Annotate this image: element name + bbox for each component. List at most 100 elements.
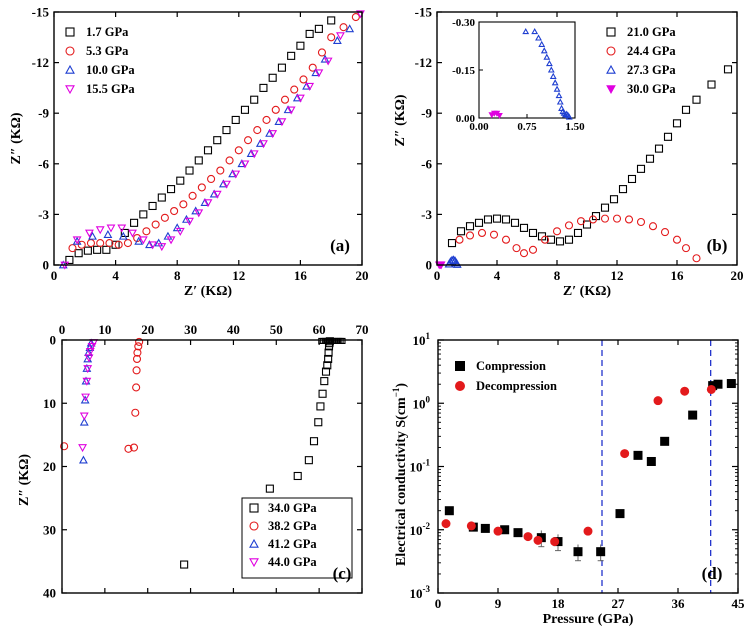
marker-square — [259, 83, 268, 92]
marker-square — [555, 237, 565, 246]
legend-label: 27.3 GPa — [627, 63, 676, 77]
marker-square — [723, 65, 733, 74]
tick-base: 10 — [413, 396, 426, 411]
marker-circle — [576, 217, 586, 226]
y-axis-label-sup: −1 — [391, 387, 401, 397]
tick-exponent: 0 — [426, 394, 431, 404]
marker-square — [636, 164, 646, 173]
x-tick-label: 36 — [672, 596, 686, 611]
marker-circle — [339, 23, 348, 32]
tick-base: 10 — [413, 333, 426, 348]
marker-square — [250, 95, 259, 104]
marker-square — [268, 73, 277, 82]
marker-circle — [290, 85, 299, 94]
marker-square — [681, 105, 691, 114]
marker-circle — [465, 231, 475, 240]
marker-triangle — [222, 180, 231, 189]
x-tick-label: 0 — [434, 268, 441, 283]
marker-triangle — [305, 82, 315, 91]
marker-square — [528, 228, 538, 238]
marker-circle — [133, 348, 142, 357]
marker-circle — [134, 342, 143, 351]
marker-square — [573, 228, 583, 238]
marker-square — [130, 218, 139, 227]
marker-triangle — [65, 64, 75, 74]
marker-square — [596, 547, 606, 557]
marker-square — [519, 223, 529, 232]
y-tick-label: 10-3 — [410, 584, 431, 601]
y-tick-label: 40 — [43, 586, 56, 601]
marker-circle — [706, 384, 716, 394]
marker-circle — [160, 213, 169, 222]
x-tick-label: 20 — [141, 322, 154, 337]
marker-triangle — [240, 160, 250, 169]
marker-circle — [225, 156, 234, 165]
y-tick-label: -12 — [415, 55, 432, 70]
tick-base: 10 — [410, 586, 423, 601]
marker-square — [265, 484, 274, 493]
marker-square — [444, 506, 454, 516]
series-1.7 GPa — [65, 16, 336, 264]
marker-circle — [493, 526, 503, 536]
marker-circle — [77, 240, 86, 249]
marker-triangle — [522, 27, 530, 35]
marker-square — [324, 342, 334, 351]
marker-circle — [477, 228, 487, 238]
marker-circle — [151, 220, 160, 229]
panel-label: (a) — [330, 236, 350, 255]
marker-circle — [660, 228, 670, 237]
marker-triangle — [79, 412, 89, 421]
x-tick-label: 0 — [59, 322, 66, 337]
panel-d: 0 9 18 27 36 4510110010-110-210-3CompressionD… — [391, 331, 745, 627]
y-tick-label: -15 — [32, 5, 50, 20]
y-tick-label: 10-2 — [410, 521, 431, 538]
marker-circle — [299, 75, 308, 84]
y-axis-label: Z″ (KΩ) — [393, 94, 408, 146]
marker-triangle — [249, 558, 259, 568]
series-38.2 GPa — [60, 337, 144, 453]
panel-a-frame — [53, 11, 363, 266]
panel-b: 0 4 8 12 16 20 0 -3 -6 -9 -12 -15 21.0 GPa 24.4 GPa 27… — [393, 5, 744, 300]
marker-circle — [624, 215, 634, 224]
marker-triangle — [65, 85, 75, 95]
marker-circle — [123, 239, 132, 248]
x-tick-label: 4 — [112, 268, 119, 283]
marker-square — [692, 95, 701, 104]
marker-triangle — [78, 444, 88, 453]
marker-circle — [68, 244, 77, 253]
inset-series-30.0 GPa — [488, 110, 503, 119]
y-tick-label: -3 — [38, 207, 49, 222]
x-axis-label: Pressure (GPa) — [543, 612, 634, 627]
marker-triangle — [138, 236, 148, 245]
marker-square — [316, 402, 325, 411]
marker-circle — [648, 222, 658, 231]
marker-triangle — [80, 395, 90, 404]
marker-circle — [466, 521, 476, 531]
marker-square — [314, 24, 323, 33]
marker-circle — [86, 239, 96, 248]
marker-triangle — [84, 229, 94, 238]
marker-square — [633, 450, 643, 460]
marker-triangle — [565, 113, 573, 120]
marker-circle — [588, 215, 598, 224]
marker-circle — [620, 449, 630, 459]
marker-triangle — [555, 91, 563, 99]
y-axis-label: Electrical conductivity S(cm−1) — [391, 383, 409, 566]
marker-triangle — [265, 128, 275, 137]
series-34-dense — [318, 337, 346, 344]
marker-square — [304, 456, 313, 465]
x-tick-label: 16 — [671, 268, 685, 283]
error-bars — [538, 530, 604, 562]
marker-triangle — [83, 365, 93, 374]
marker-square — [510, 218, 520, 227]
marker-triangle — [194, 209, 204, 218]
series-5.3 GPa — [68, 13, 360, 253]
marker-circle — [60, 442, 69, 451]
marker-circle — [327, 33, 336, 42]
marker-circle — [489, 230, 499, 239]
marker-circle — [142, 227, 151, 236]
marker-circle — [636, 217, 646, 227]
marker-triangle — [320, 54, 330, 63]
y-tick-label: 101 — [413, 331, 431, 348]
marker-triangle — [175, 227, 185, 236]
